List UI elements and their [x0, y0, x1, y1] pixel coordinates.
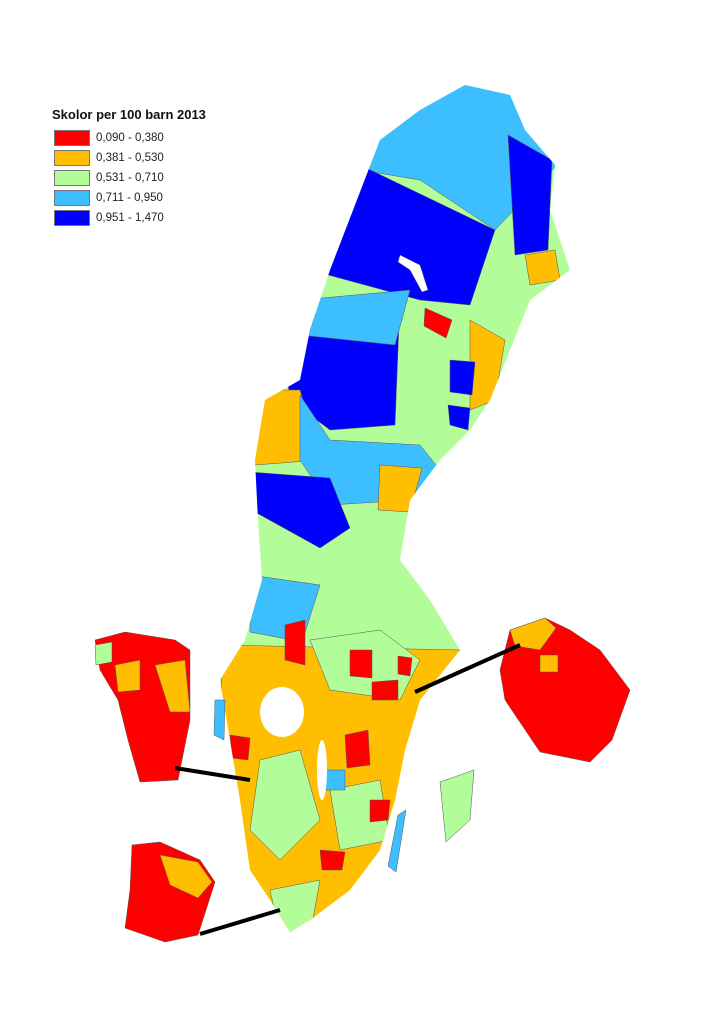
region-northeast-blue	[507, 134, 553, 256]
legend-swatch	[54, 170, 90, 186]
region-inland-lightblue	[299, 289, 411, 346]
inset-stockholm	[499, 617, 631, 763]
legend-swatch	[54, 190, 90, 206]
connector-malmo	[199, 908, 281, 936]
oland	[387, 809, 407, 873]
region-ostersund	[377, 464, 423, 513]
region-red-1	[284, 619, 306, 666]
inset-stockholm-orange-2	[539, 654, 559, 673]
legend-label: 0,531 - 0,710	[96, 172, 164, 184]
region-red-3	[371, 679, 399, 701]
region-red-7	[229, 734, 251, 761]
connector-goteborg	[174, 766, 251, 782]
region-vastergotland	[249, 749, 321, 861]
legend-title: Skolor per 100 barn 2013	[52, 107, 206, 122]
region-lightblue-south	[324, 769, 346, 791]
lake-vanern	[260, 687, 304, 737]
inset-goteborg-orange-2	[114, 659, 141, 693]
region-skane	[269, 879, 321, 932]
legend: Skolor per 100 barn 2013 0,090 - 0,380 0…	[52, 107, 206, 228]
region-red-5	[369, 799, 391, 823]
legend-swatch	[54, 130, 90, 146]
legend-label: 0,711 - 0,950	[96, 192, 163, 204]
gotland	[439, 769, 475, 843]
legend-item: 0,381 - 0,530	[54, 148, 206, 168]
legend-item: 0,090 - 0,380	[54, 128, 206, 148]
legend-item: 0,711 - 0,950	[54, 188, 206, 208]
inset-goteborg-green	[94, 641, 113, 666]
lake-vattern	[317, 740, 327, 800]
legend-label: 0,090 - 0,380	[96, 132, 164, 144]
connector-stockholm	[414, 643, 521, 694]
region-red-8	[397, 655, 413, 677]
region-red-2	[349, 649, 373, 679]
west-coast-islands	[213, 699, 226, 741]
region-red-6	[319, 849, 346, 871]
inset-stockholm-red	[499, 617, 631, 763]
inset-malmo	[124, 841, 216, 943]
inset-goteborg	[94, 631, 191, 783]
legend-swatch	[54, 210, 90, 226]
inset-goteborg-orange	[154, 659, 191, 713]
legend-swatch	[54, 150, 90, 166]
region-lulea	[449, 359, 476, 396]
inset-malmo-orange	[159, 854, 213, 899]
legend-label: 0,381 - 0,530	[96, 152, 164, 164]
region-haparanda	[524, 249, 561, 286]
region-pitea	[447, 404, 471, 431]
inset-stockholm-orange	[509, 617, 557, 651]
legend-item: 0,951 - 1,470	[54, 208, 206, 228]
lake-north	[397, 254, 429, 293]
region-red-4	[344, 729, 371, 769]
legend-label: 0,951 - 1,470	[96, 212, 164, 224]
region-red-north	[423, 307, 453, 339]
legend-item: 0,531 - 0,710	[54, 168, 206, 188]
